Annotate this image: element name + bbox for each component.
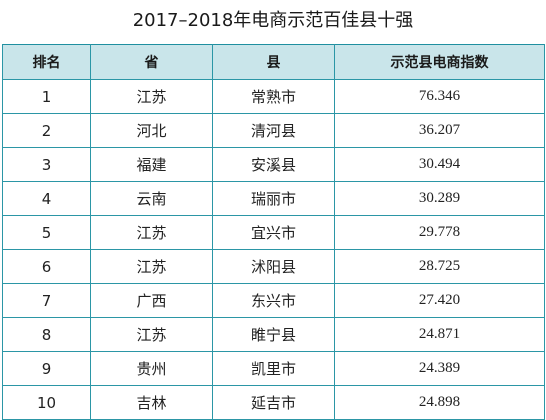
county-cell: 宜兴市 bbox=[212, 215, 335, 250]
county-cell: 东兴市 bbox=[212, 283, 335, 318]
province-cell: 江苏 bbox=[90, 79, 213, 114]
rank-cell: 2 bbox=[2, 113, 91, 148]
table-row: 2 河北 清河县 36.207 bbox=[2, 113, 545, 148]
province-cell: 河北 bbox=[90, 113, 213, 148]
county-cell: 常熟市 bbox=[212, 79, 335, 114]
rank-cell: 3 bbox=[2, 147, 91, 182]
header-county: 县 bbox=[212, 44, 335, 80]
index-cell: 30.494 bbox=[334, 147, 545, 182]
rank-cell: 10 bbox=[2, 385, 91, 420]
rank-cell: 9 bbox=[2, 351, 91, 386]
table-row: 9 贵州 凯里市 24.389 bbox=[2, 351, 545, 386]
rank-cell: 6 bbox=[2, 249, 91, 284]
county-cell: 睢宁县 bbox=[212, 317, 335, 352]
county-cell: 安溪县 bbox=[212, 147, 335, 182]
page-title: 2017–2018年电商示范百佳县十强 bbox=[132, 10, 414, 31]
index-cell: 24.898 bbox=[334, 385, 545, 420]
index-cell: 28.725 bbox=[334, 249, 545, 284]
table-row: 6 江苏 沭阳县 28.725 bbox=[2, 249, 545, 284]
rank-cell: 4 bbox=[2, 181, 91, 216]
table-row: 3 福建 安溪县 30.494 bbox=[2, 147, 545, 182]
index-cell: 27.420 bbox=[334, 283, 545, 318]
rank-cell: 1 bbox=[2, 79, 91, 114]
table-header-row: 排名 省 县 示范县电商指数 bbox=[2, 44, 545, 80]
index-cell: 24.389 bbox=[334, 351, 545, 386]
index-cell: 30.289 bbox=[334, 181, 545, 216]
index-cell: 29.778 bbox=[334, 215, 545, 250]
table-row: 10 吉林 延吉市 24.898 bbox=[2, 385, 545, 420]
county-cell: 延吉市 bbox=[212, 385, 335, 420]
rank-cell: 7 bbox=[2, 283, 91, 318]
header-index: 示范县电商指数 bbox=[334, 44, 545, 80]
table-row: 4 云南 瑞丽市 30.289 bbox=[2, 181, 545, 216]
ranking-table: 排名 省 县 示范县电商指数 1 江苏 常熟市 76.346 2 河北 清河县 … bbox=[2, 44, 545, 420]
rank-cell: 5 bbox=[2, 215, 91, 250]
index-cell: 76.346 bbox=[334, 79, 545, 114]
header-rank: 排名 bbox=[2, 44, 91, 80]
table-row: 1 江苏 常熟市 76.346 bbox=[2, 79, 545, 114]
province-cell: 贵州 bbox=[90, 351, 213, 386]
index-cell: 36.207 bbox=[334, 113, 545, 148]
table-row: 7 广西 东兴市 27.420 bbox=[2, 283, 545, 318]
province-cell: 广西 bbox=[90, 283, 213, 318]
province-cell: 江苏 bbox=[90, 249, 213, 284]
province-cell: 吉林 bbox=[90, 385, 213, 420]
province-cell: 江苏 bbox=[90, 215, 213, 250]
header-province: 省 bbox=[90, 44, 213, 80]
county-cell: 沭阳县 bbox=[212, 249, 335, 284]
table-row: 5 江苏 宜兴市 29.778 bbox=[2, 215, 545, 250]
county-cell: 清河县 bbox=[212, 113, 335, 148]
index-cell: 24.871 bbox=[334, 317, 545, 352]
province-cell: 云南 bbox=[90, 181, 213, 216]
province-cell: 福建 bbox=[90, 147, 213, 182]
province-cell: 江苏 bbox=[90, 317, 213, 352]
county-cell: 瑞丽市 bbox=[212, 181, 335, 216]
table-row: 8 江苏 睢宁县 24.871 bbox=[2, 317, 545, 352]
rank-cell: 8 bbox=[2, 317, 91, 352]
county-cell: 凯里市 bbox=[212, 351, 335, 386]
